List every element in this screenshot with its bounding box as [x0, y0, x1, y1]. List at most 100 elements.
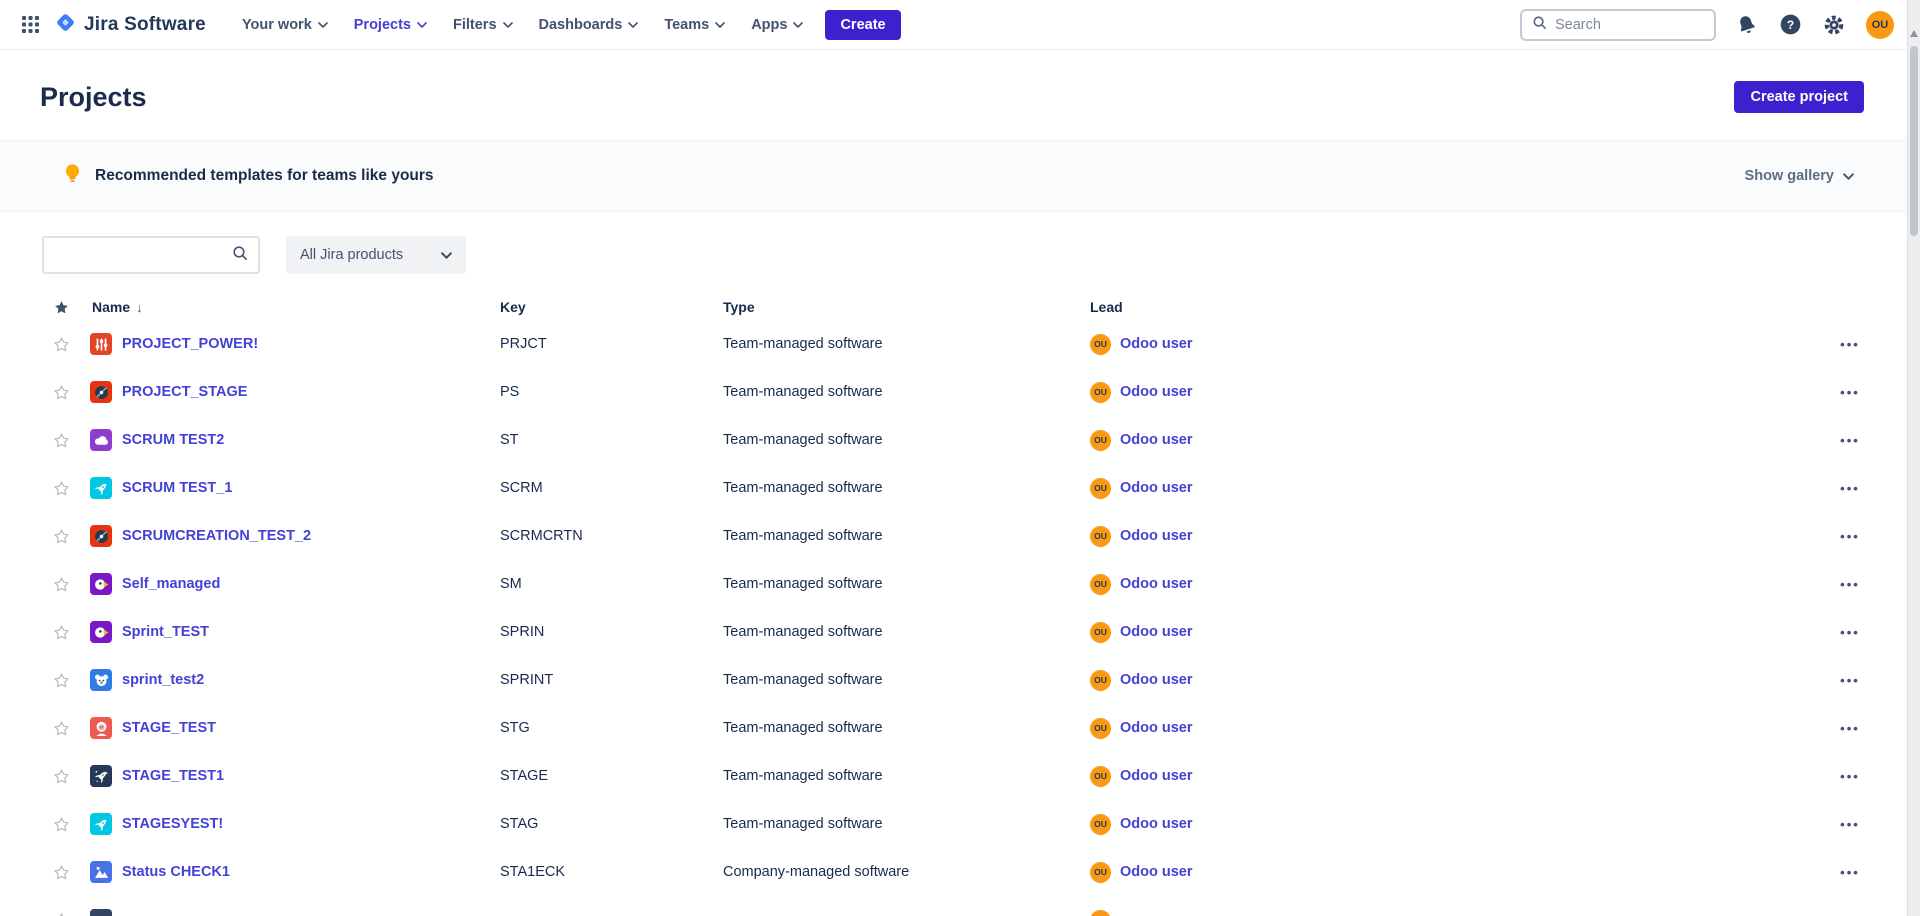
favorite-star-button[interactable]	[40, 912, 82, 916]
nav-teams[interactable]: Teams	[654, 10, 735, 40]
create-project-button[interactable]: Create project	[1734, 81, 1864, 113]
yeti-icon[interactable]	[90, 717, 112, 739]
parrot-icon[interactable]	[90, 573, 112, 595]
lead-name-link[interactable]: Odoo user	[1120, 864, 1193, 880]
show-gallery-toggle[interactable]: Show gallery	[1745, 168, 1854, 184]
more-options-icon[interactable]: •••	[1834, 909, 1866, 916]
lead-name-link[interactable]: Odoo user	[1120, 528, 1193, 544]
favorite-star-button[interactable]	[40, 816, 82, 833]
more-options-icon[interactable]: •••	[1840, 768, 1860, 784]
favorite-star-button[interactable]	[40, 528, 82, 545]
favorite-star-button[interactable]	[40, 480, 82, 497]
project-name-link[interactable]: SCRUM TEST2	[122, 432, 225, 448]
project-name-link[interactable]: PROJECT_POWER!	[122, 336, 259, 352]
nav-apps[interactable]: Apps	[741, 10, 813, 40]
lead-avatar[interactable]: OU	[1090, 525, 1111, 547]
product-filter-select[interactable]: All Jira products	[286, 236, 466, 274]
favorite-column-header[interactable]	[40, 300, 82, 315]
favorite-star-button[interactable]	[40, 864, 82, 881]
vinyl-icon[interactable]	[90, 525, 112, 547]
more-options-icon[interactable]: •••	[1840, 432, 1860, 448]
settings-icon[interactable]	[1822, 13, 1846, 37]
rocket-icon[interactable]	[90, 477, 112, 499]
nav-dashboards[interactable]: Dashboards	[529, 10, 649, 40]
app-switcher-icon[interactable]	[14, 9, 46, 41]
scroll-up-arrow-icon[interactable]	[1910, 30, 1918, 37]
rocket-night-icon[interactable]	[90, 765, 112, 787]
favorite-star-button[interactable]	[40, 432, 82, 449]
lead-name-link[interactable]: Odoo user	[1120, 624, 1193, 640]
project-name-link[interactable]: STAGE_TEST	[122, 720, 216, 736]
nav-projects[interactable]: Projects	[344, 10, 437, 40]
user-avatar[interactable]: OU	[1866, 10, 1894, 39]
project-name-link[interactable]: SCRUMCREATION_TEST_2	[122, 528, 312, 544]
column-header-lead[interactable]: Lead	[1090, 299, 1123, 315]
project-avatar[interactable]	[90, 909, 112, 916]
lead-avatar[interactable]: OU	[1090, 669, 1111, 691]
notifications-icon[interactable]	[1734, 13, 1758, 37]
more-options-icon[interactable]: •••	[1840, 480, 1860, 496]
more-options-icon[interactable]: •••	[1840, 336, 1860, 352]
project-name-link[interactable]: Sprint_TEST	[122, 624, 210, 640]
favorite-star-button[interactable]	[40, 672, 82, 689]
vinyl-icon[interactable]	[90, 381, 112, 403]
equalizer-icon[interactable]	[90, 333, 112, 355]
lead-name-link[interactable]: Odoo user	[1120, 768, 1193, 784]
more-options-icon[interactable]: •••	[1840, 624, 1860, 640]
lead-avatar[interactable]: OU	[1090, 717, 1111, 739]
favorite-star-button[interactable]	[40, 624, 82, 641]
lead-avatar[interactable]: OU	[1090, 621, 1111, 643]
more-options-icon[interactable]: •••	[1840, 672, 1860, 688]
lead-name-link[interactable]: Odoo user	[1120, 672, 1193, 688]
lead-name-link[interactable]: Odoo user	[1120, 432, 1193, 448]
lead-avatar[interactable]: OU	[1090, 429, 1111, 451]
project-name-link[interactable]: PROJECT_STAGE	[122, 384, 248, 400]
lead-avatar[interactable]: OU	[1090, 333, 1111, 355]
favorite-star-button[interactable]	[40, 576, 82, 593]
nav-your-work[interactable]: Your work	[232, 10, 338, 40]
favorite-star-button[interactable]	[40, 336, 82, 353]
more-options-icon[interactable]: •••	[1840, 384, 1860, 400]
koala-icon[interactable]	[90, 669, 112, 691]
mountains-icon[interactable]	[90, 861, 112, 883]
lead-avatar[interactable]: OU	[1090, 573, 1111, 595]
more-options-icon[interactable]: •••	[1840, 720, 1860, 736]
project-name-link[interactable]: Status CHECK1	[122, 864, 230, 880]
scrollbar-thumb[interactable]	[1910, 46, 1918, 236]
favorite-star-button[interactable]	[40, 720, 82, 737]
lead-name-link[interactable]: Odoo user	[1120, 816, 1193, 832]
lead-avatar[interactable]: OU	[1090, 765, 1111, 787]
lead-avatar[interactable]: OU	[1090, 813, 1111, 835]
more-options-icon[interactable]: •••	[1840, 576, 1860, 592]
parrot-icon[interactable]	[90, 621, 112, 643]
create-button[interactable]: Create	[825, 9, 901, 40]
favorite-star-button[interactable]	[40, 384, 82, 401]
lead-avatar[interactable]: OU	[1090, 861, 1111, 883]
cloud-icon[interactable]	[90, 429, 112, 451]
project-search-input[interactable]	[54, 247, 214, 263]
help-icon[interactable]: ?	[1778, 13, 1802, 37]
lead-name-link[interactable]: Odoo user	[1120, 384, 1193, 400]
lead-avatar[interactable]: OU	[1090, 477, 1111, 499]
favorite-star-button[interactable]	[40, 768, 82, 785]
column-header-type[interactable]: Type	[723, 299, 755, 315]
more-options-icon[interactable]: •••	[1840, 528, 1860, 544]
global-search[interactable]	[1520, 8, 1716, 41]
project-name-link[interactable]: STAGE_TEST1	[122, 768, 225, 784]
more-options-icon[interactable]: •••	[1840, 864, 1860, 880]
project-name-link[interactable]: SCRUM TEST_1	[122, 480, 233, 496]
global-search-input[interactable]	[1555, 16, 1685, 33]
project-name-link[interactable]: Self_managed	[122, 576, 221, 592]
rocket-icon[interactable]	[90, 813, 112, 835]
nav-filters[interactable]: Filters	[443, 10, 523, 40]
column-header-name[interactable]: Name ↓	[92, 299, 143, 315]
vertical-scrollbar[interactable]	[1907, 0, 1920, 916]
lead-name-link[interactable]: Odoo user	[1120, 480, 1193, 496]
project-search[interactable]	[42, 236, 260, 274]
column-header-key[interactable]: Key	[500, 299, 526, 315]
project-name-link[interactable]: STAGESYEST!	[122, 816, 224, 832]
lead-avatar[interactable]: OU	[1090, 381, 1111, 403]
lead-name-link[interactable]: Odoo user	[1120, 576, 1193, 592]
lead-name-link[interactable]: Odoo user	[1120, 336, 1193, 352]
project-name-link[interactable]: sprint_test2	[122, 672, 205, 688]
